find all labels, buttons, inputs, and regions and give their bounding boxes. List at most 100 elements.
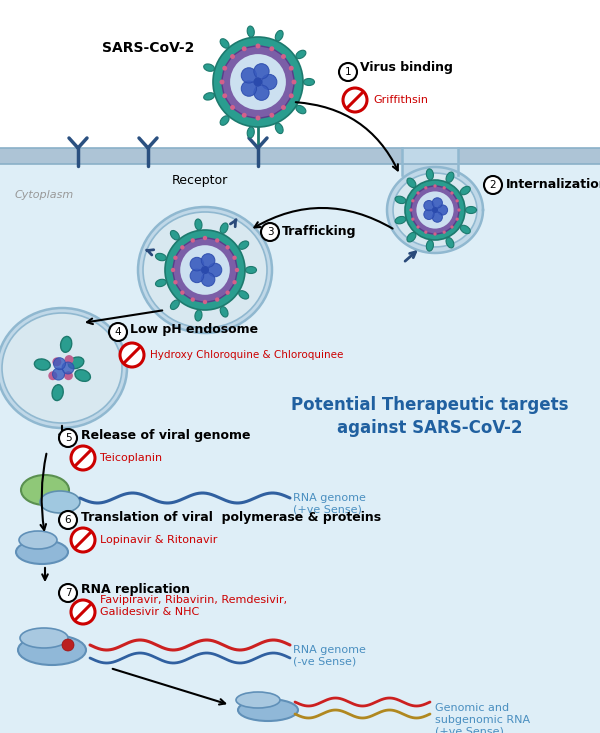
- Circle shape: [411, 199, 415, 202]
- Circle shape: [64, 371, 73, 380]
- Circle shape: [222, 66, 227, 70]
- Circle shape: [71, 446, 95, 470]
- FancyBboxPatch shape: [0, 0, 600, 148]
- Text: Cytoplasm: Cytoplasm: [15, 190, 74, 200]
- Circle shape: [230, 105, 235, 110]
- Circle shape: [281, 54, 286, 59]
- Circle shape: [62, 639, 74, 651]
- Circle shape: [220, 79, 224, 84]
- Text: Low pH endosome: Low pH endosome: [130, 323, 258, 336]
- Ellipse shape: [446, 237, 454, 248]
- Ellipse shape: [21, 475, 69, 505]
- Circle shape: [343, 88, 367, 112]
- Ellipse shape: [236, 692, 280, 708]
- Ellipse shape: [170, 230, 179, 240]
- Circle shape: [215, 298, 220, 302]
- Circle shape: [424, 210, 434, 219]
- Ellipse shape: [296, 106, 306, 114]
- Circle shape: [109, 323, 127, 341]
- Circle shape: [411, 186, 459, 234]
- Text: Translation of viral  polymerase & proteins: Translation of viral polymerase & protei…: [81, 510, 381, 523]
- Ellipse shape: [466, 207, 476, 213]
- Circle shape: [241, 67, 257, 83]
- Circle shape: [416, 225, 419, 229]
- Ellipse shape: [304, 78, 314, 86]
- Circle shape: [405, 180, 465, 240]
- Ellipse shape: [0, 308, 127, 428]
- Text: RNA replication: RNA replication: [81, 583, 190, 597]
- Circle shape: [416, 191, 454, 229]
- Circle shape: [230, 54, 235, 59]
- Circle shape: [65, 355, 74, 364]
- Circle shape: [173, 280, 178, 284]
- Text: RNA genome
(-ve Sense): RNA genome (-ve Sense): [293, 645, 366, 666]
- Circle shape: [53, 368, 65, 380]
- Circle shape: [411, 218, 415, 221]
- Circle shape: [201, 266, 209, 274]
- Ellipse shape: [75, 369, 91, 381]
- Circle shape: [201, 273, 215, 287]
- Circle shape: [424, 230, 427, 234]
- Circle shape: [339, 63, 357, 81]
- Circle shape: [432, 212, 442, 222]
- Ellipse shape: [34, 359, 50, 370]
- Circle shape: [256, 116, 260, 120]
- Circle shape: [424, 186, 427, 189]
- Text: Trafficking: Trafficking: [282, 226, 356, 238]
- Circle shape: [424, 201, 434, 210]
- Circle shape: [455, 199, 459, 202]
- Circle shape: [226, 245, 230, 249]
- Ellipse shape: [155, 254, 166, 261]
- Circle shape: [52, 358, 61, 366]
- Ellipse shape: [247, 127, 254, 138]
- Text: SARS-CoV-2: SARS-CoV-2: [102, 41, 194, 55]
- Text: Internalization: Internalization: [506, 179, 600, 191]
- Ellipse shape: [195, 310, 202, 321]
- Circle shape: [173, 238, 237, 302]
- Circle shape: [289, 93, 294, 98]
- Ellipse shape: [19, 531, 57, 549]
- Circle shape: [254, 78, 263, 86]
- Ellipse shape: [395, 196, 406, 204]
- Ellipse shape: [220, 223, 228, 233]
- Circle shape: [191, 298, 195, 302]
- Circle shape: [432, 207, 438, 213]
- Circle shape: [232, 280, 237, 284]
- Text: 3: 3: [266, 227, 274, 237]
- Circle shape: [213, 37, 303, 127]
- Ellipse shape: [220, 39, 229, 48]
- Ellipse shape: [203, 64, 214, 71]
- Circle shape: [437, 205, 448, 215]
- Circle shape: [269, 113, 274, 118]
- Ellipse shape: [407, 178, 416, 188]
- Circle shape: [173, 256, 178, 260]
- Polygon shape: [387, 167, 483, 253]
- Circle shape: [409, 208, 413, 212]
- Circle shape: [484, 176, 502, 194]
- Text: 6: 6: [65, 515, 71, 525]
- Circle shape: [120, 343, 144, 367]
- Text: Lopinavir & Ritonavir: Lopinavir & Ritonavir: [100, 535, 217, 545]
- Circle shape: [254, 85, 269, 100]
- Circle shape: [432, 198, 442, 208]
- Circle shape: [232, 256, 237, 260]
- Ellipse shape: [20, 628, 68, 648]
- Circle shape: [416, 191, 419, 195]
- Text: 7: 7: [65, 588, 71, 598]
- Text: Receptor: Receptor: [172, 174, 228, 187]
- Ellipse shape: [61, 336, 72, 353]
- Ellipse shape: [446, 172, 454, 183]
- Circle shape: [49, 371, 58, 380]
- Circle shape: [433, 232, 437, 235]
- Circle shape: [443, 230, 446, 234]
- Ellipse shape: [460, 186, 470, 195]
- Circle shape: [443, 186, 446, 189]
- Circle shape: [222, 46, 294, 118]
- Circle shape: [254, 64, 269, 79]
- Circle shape: [292, 79, 296, 84]
- Circle shape: [191, 238, 195, 243]
- Ellipse shape: [296, 51, 306, 59]
- Circle shape: [242, 113, 247, 118]
- Text: Hydroxy Chloroquine & Chloroquinee: Hydroxy Chloroquine & Chloroquinee: [150, 350, 343, 360]
- Circle shape: [256, 43, 260, 48]
